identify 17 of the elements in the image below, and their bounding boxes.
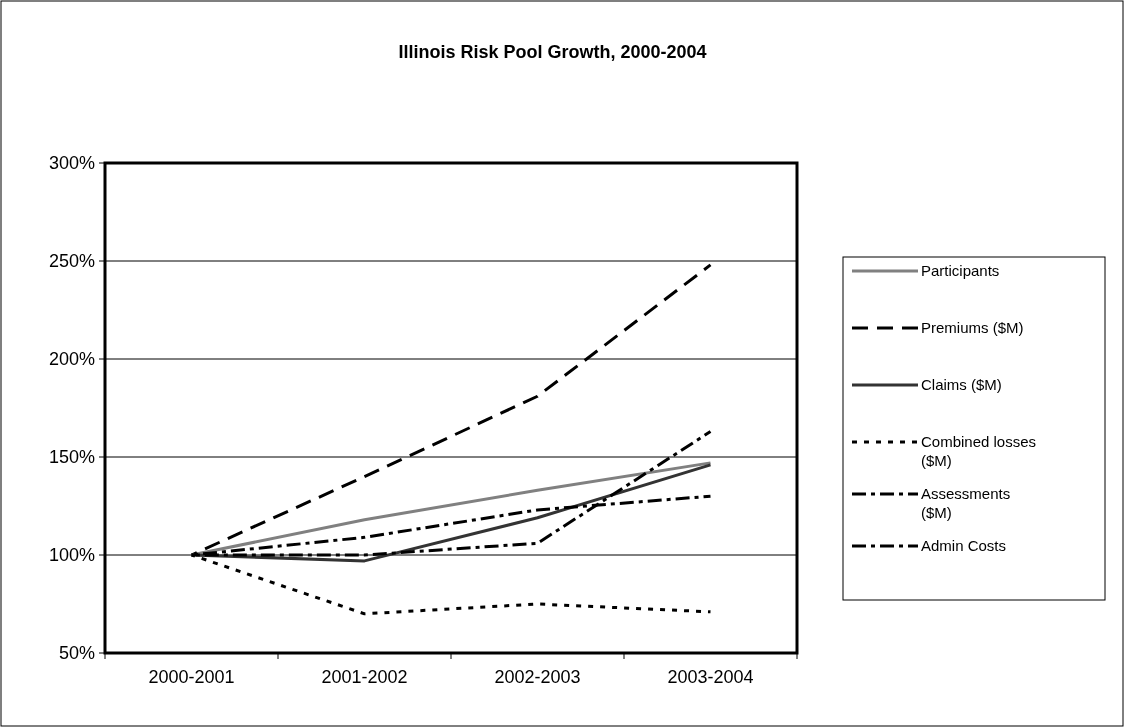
x-tick-label: 2002-2003 [494,667,581,687]
y-tick-label: 100% [48,545,95,566]
y-tick-label: 200% [48,349,95,370]
x-tick-label: 2001-2002 [321,667,408,687]
x-tick-label: 2003-2004 [667,667,754,687]
y-tick-label: 150% [48,447,95,468]
legend-label: Combined losses ($M) [921,433,1037,470]
y-tick-label: 250% [48,251,95,272]
legend-label: Premiums ($M) [921,319,1024,337]
y-tick-label: 50% [58,643,95,664]
legend-label: Assessments ($M) [921,485,1011,522]
legend-label: Admin Costs [921,537,1007,555]
legend-label: Participants [921,262,1000,280]
y-tick-label: 300% [48,153,95,174]
legend-label: Claims ($M) [921,376,1002,394]
chart-title: Illinois Risk Pool Growth, 2000-2004 [398,42,707,62]
x-tick-label: 2000-2001 [148,667,235,687]
